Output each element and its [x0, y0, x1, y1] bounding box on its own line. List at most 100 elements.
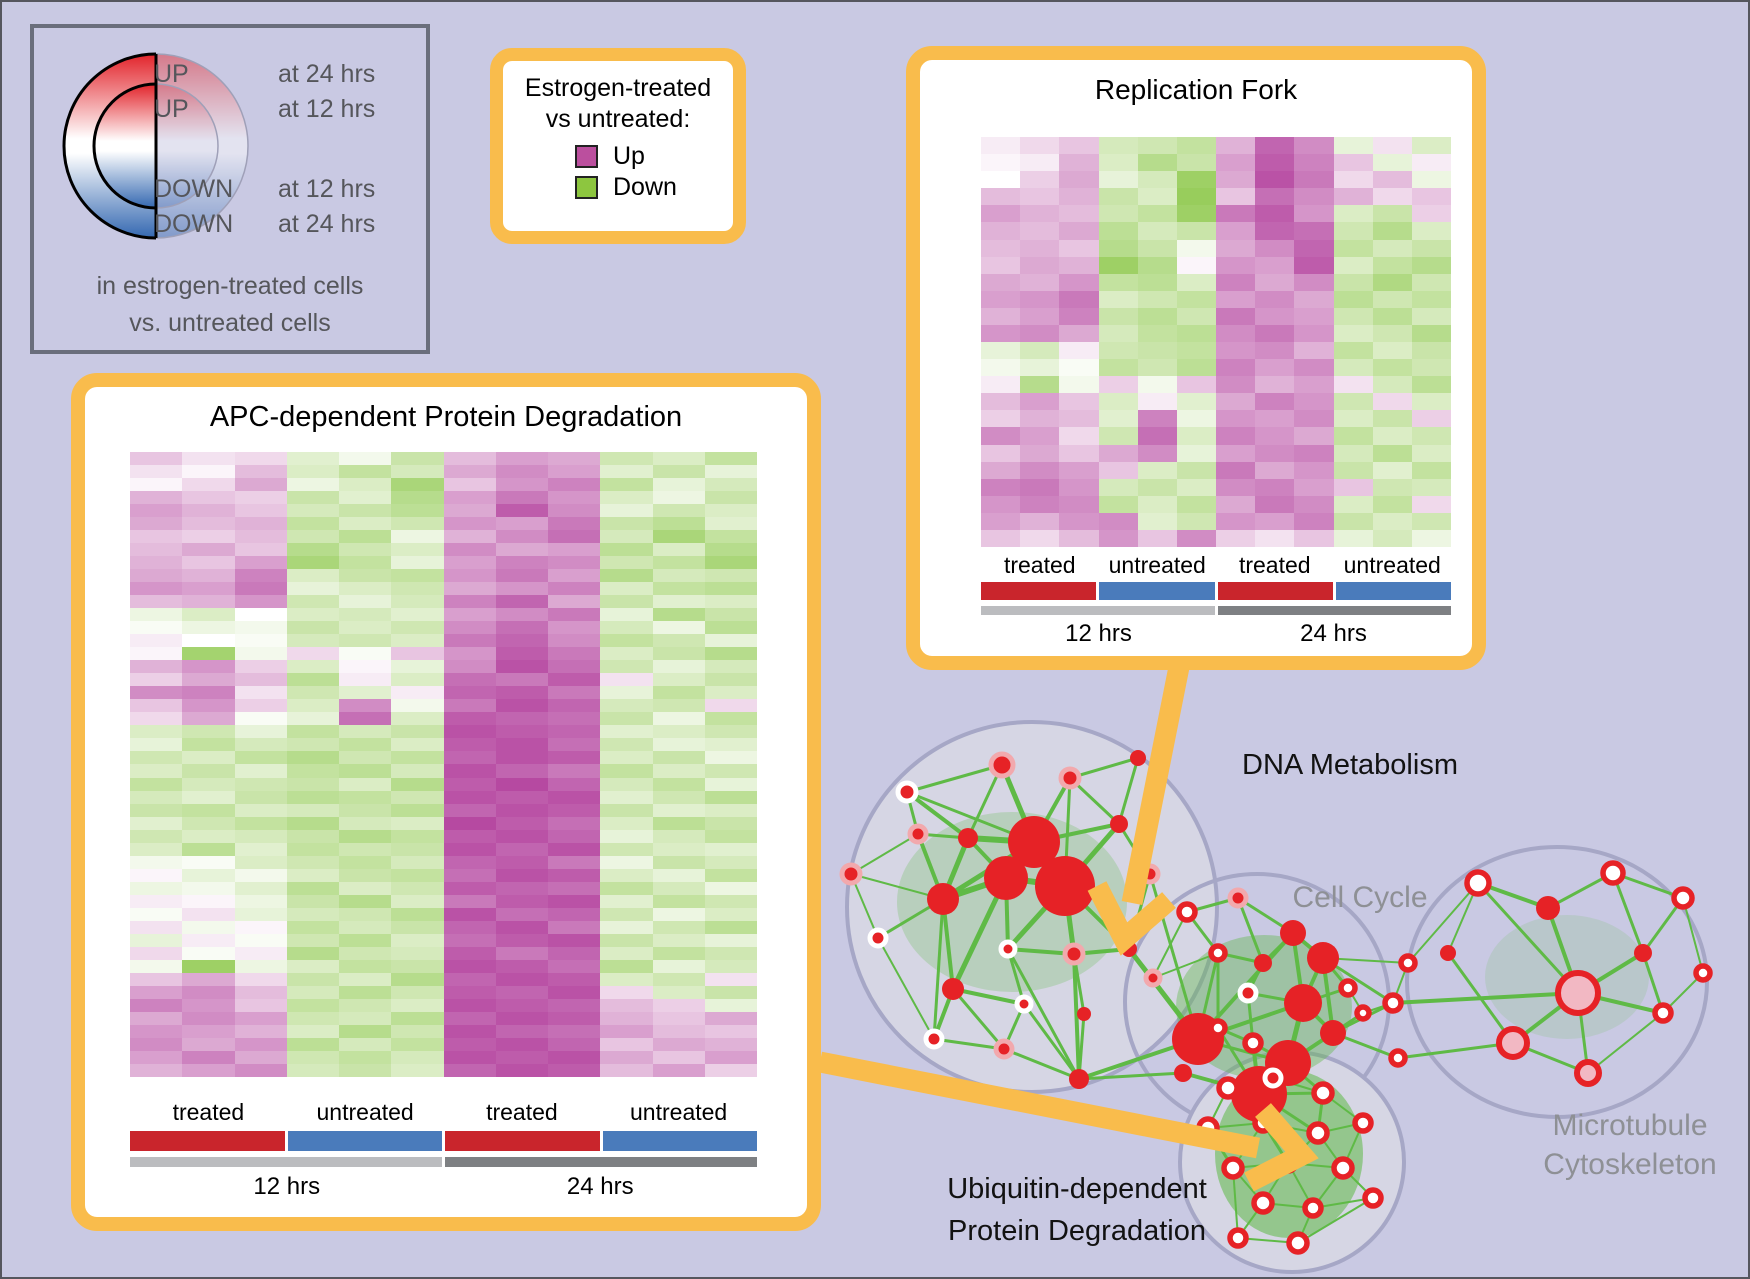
heatmap-cell [286, 842, 339, 856]
heatmap-cell [1216, 239, 1256, 257]
heatmap-cell [652, 829, 705, 843]
heatmap-cell [182, 829, 235, 843]
heatmap-cell [1255, 273, 1295, 291]
heatmap-cell [286, 725, 339, 739]
heatmap-cell [182, 920, 235, 934]
heatmap-cell [443, 907, 496, 921]
heatmap-cell [1137, 188, 1177, 206]
heatmap-cell [286, 647, 339, 661]
heatmap-cell [495, 725, 548, 739]
heatmap-cell [443, 569, 496, 583]
network-node-solid [1077, 1007, 1091, 1021]
heatmap-cell [286, 1037, 339, 1051]
heatmap-cell [130, 660, 183, 674]
heatmap-cell [1137, 495, 1177, 513]
heatmap-cell [1176, 444, 1216, 462]
heatmap-cell [652, 738, 705, 752]
rf-group-untreated-12: untreated [1108, 552, 1206, 578]
heatmap-cell [1411, 393, 1451, 411]
heatmap-cell [339, 751, 392, 765]
heatmap-cell [1059, 410, 1099, 428]
heatmap-cell [234, 634, 287, 648]
heatmap-cell [652, 764, 705, 778]
network-node-solid [1280, 920, 1306, 946]
heatmap-cell [1137, 154, 1177, 172]
heatmap-cell [339, 1011, 392, 1025]
heatmap-cell [704, 920, 757, 934]
heatmap-cell [1372, 205, 1412, 223]
network-node-pinkhalo [839, 862, 863, 886]
heatmap-cell [1255, 290, 1295, 308]
heatmap-cell [339, 530, 392, 544]
heatmap-cell [339, 725, 392, 739]
heatmap-cell [1098, 444, 1138, 462]
heatmap-cell [443, 595, 496, 609]
heatmap-cell [130, 972, 183, 986]
heatmap-cell [600, 816, 653, 830]
heatmap-cell [234, 686, 287, 700]
heatmap-cell [234, 647, 287, 661]
heatmap-cell [1020, 529, 1060, 547]
heatmap-cell [130, 816, 183, 830]
heatmap-cell [391, 842, 444, 856]
heatmap-cell [1059, 529, 1099, 547]
heatmap-cell [339, 491, 392, 505]
heatmap-cell [495, 530, 548, 544]
network-edge [1003, 1047, 1080, 1081]
network-node-ring [1227, 1227, 1249, 1249]
heatmap-cell [1137, 529, 1177, 547]
heatmap-cell [548, 686, 601, 700]
heatmap-cell [548, 855, 601, 869]
heatmap-cell [391, 868, 444, 882]
heatmap-cell [981, 239, 1021, 257]
heatmap-cell [652, 1037, 705, 1051]
heatmap-cell [495, 868, 548, 882]
heatmap-cell [1059, 171, 1099, 189]
heatmap-cell [391, 465, 444, 479]
heatmap-cell [443, 842, 496, 856]
heatmap-cell [339, 868, 392, 882]
heatmap-cell [704, 582, 757, 596]
apc-group-untreated-12: untreated [316, 1099, 414, 1125]
heatmap-cell [1333, 188, 1373, 206]
network-node-solid [1320, 1020, 1346, 1046]
heatmap-cell [548, 725, 601, 739]
heatmap-cell [182, 933, 235, 947]
heatmap-cell [182, 855, 235, 869]
heatmap-cell [1020, 376, 1060, 394]
heatmap-cell [652, 543, 705, 557]
up-label: Up [613, 142, 645, 170]
heatmap-cell [391, 803, 444, 817]
heatmap-cell [443, 881, 496, 895]
legend-item-down: Down [575, 172, 733, 203]
heatmap-cell [1176, 359, 1216, 377]
heatmap-cell [443, 673, 496, 687]
legend-term: UP [154, 60, 189, 88]
heatmap-cell [1216, 512, 1256, 530]
heatmap-cell [1098, 359, 1138, 377]
bar-24hrs [1217, 606, 1451, 615]
network-edge [1476, 881, 1580, 995]
heatmap-cell [443, 946, 496, 960]
heatmap-cell [339, 595, 392, 609]
heatmap-cell [704, 803, 757, 817]
heatmap-cell [443, 1011, 496, 1025]
heatmap-cell [1411, 342, 1451, 360]
heatmap-cell [495, 1050, 548, 1064]
heatmap-cell [1411, 444, 1451, 462]
heatmap-cell [600, 569, 653, 583]
legend-caption-line2: vs. untreated cells [129, 309, 331, 337]
heatmap-cell [652, 868, 705, 882]
heatmap-cell [1294, 256, 1334, 274]
heatmap-cell [548, 985, 601, 999]
heatmap-cell [286, 634, 339, 648]
heatmap-cell [981, 359, 1021, 377]
heatmap-cell [548, 764, 601, 778]
heatmap-cell [1020, 393, 1060, 411]
heatmap-cell [652, 1063, 705, 1077]
heatmap-cell [130, 855, 183, 869]
network-node-pinkcenter [1574, 1059, 1602, 1087]
network-node-pinkhalo [907, 823, 929, 845]
heatmap-cell [652, 985, 705, 999]
